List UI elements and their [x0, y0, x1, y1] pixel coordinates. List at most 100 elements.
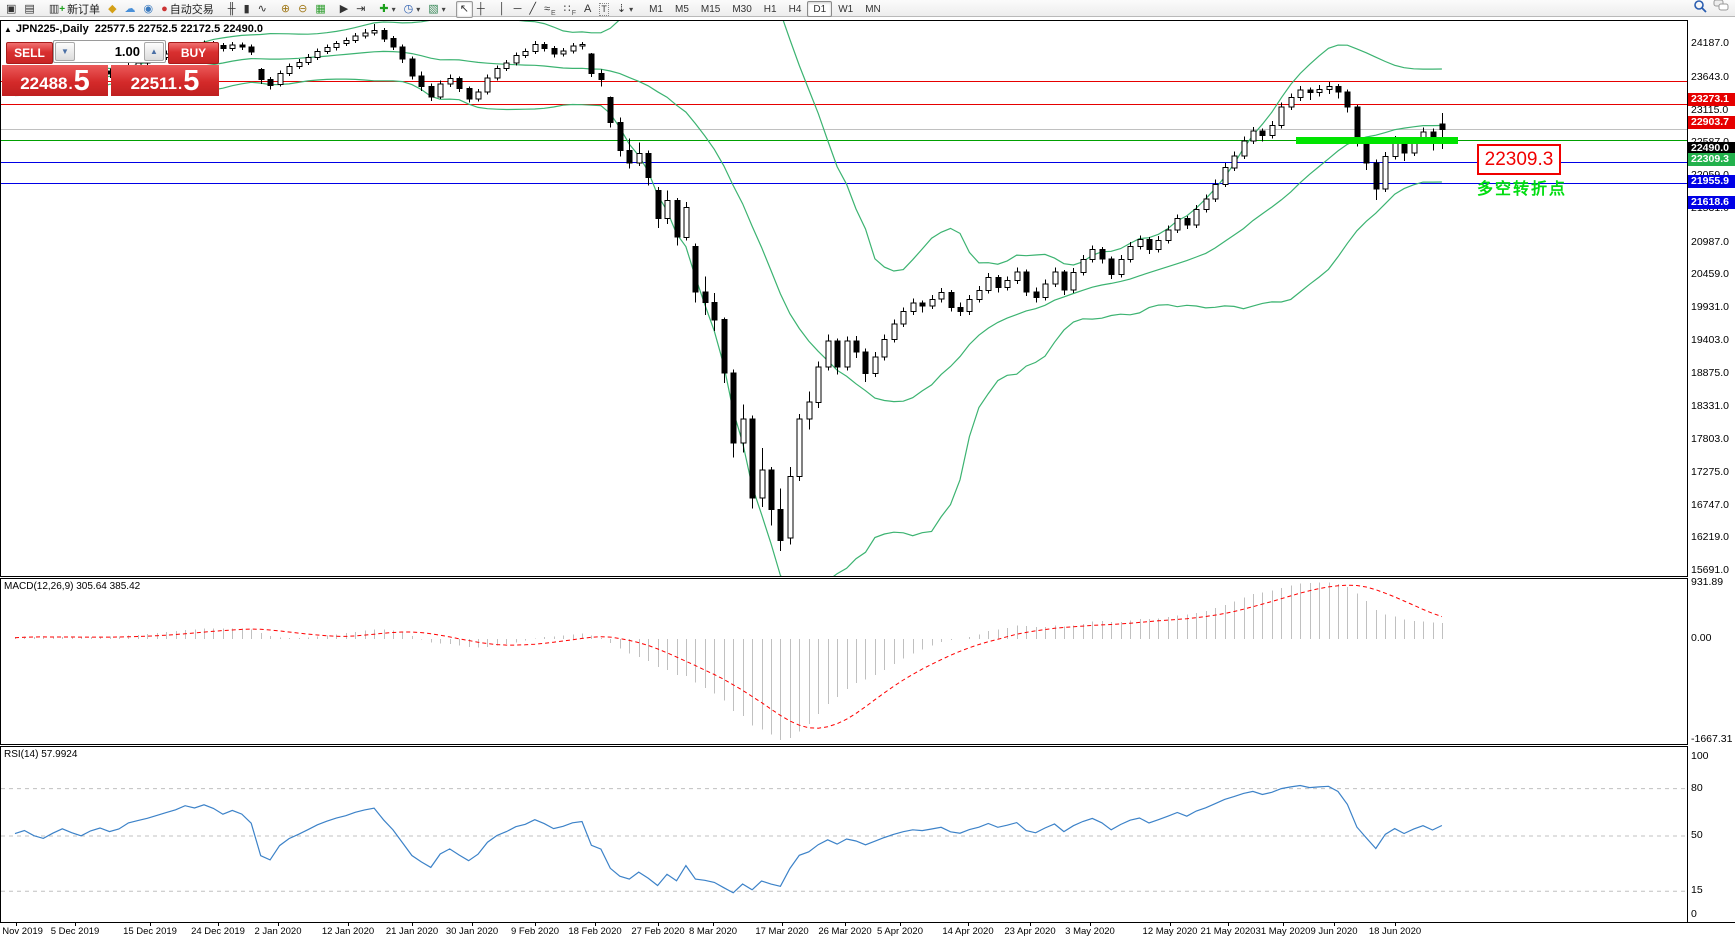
macd-pane[interactable] [0, 578, 1688, 745]
one-click-trading-panel: SELL ▼ ▲ BUY 22488.5 22511.5 [2, 40, 219, 96]
chart-shift-button[interactable]: ⇥ [352, 1, 369, 18]
candle [948, 291, 955, 308]
main-chart-pane[interactable] [0, 20, 1688, 577]
arrows-tool-button[interactable]: ⇣ ▾ [613, 1, 637, 18]
timeframe-m1-button[interactable]: M1 [649, 3, 663, 15]
bollinger-upper-band [14, 21, 1442, 272]
price-tick: 16219.0 [1691, 531, 1729, 543]
symbol-ohlc-label: ▲ JPN225-,Daily 22577.5 22752.5 22172.5 2… [4, 23, 264, 35]
candle [1250, 130, 1257, 142]
candle [352, 35, 359, 42]
candle [740, 418, 747, 444]
candle [872, 356, 879, 375]
volume-input[interactable] [76, 41, 143, 62]
candle [957, 306, 964, 313]
candle [844, 340, 851, 368]
collapse-arrow-icon[interactable]: ▲ [4, 25, 12, 34]
tile-windows-button[interactable]: ▦ [311, 1, 329, 18]
candle [258, 69, 265, 81]
search-icon[interactable] [1693, 0, 1707, 18]
autotrading-button[interactable]: ● 自动交易 [157, 1, 218, 18]
chat-icon[interactable] [1713, 0, 1729, 17]
rsi-pane[interactable] [0, 746, 1688, 923]
candlestick-mode-button[interactable]: ▮ [240, 1, 254, 18]
candle [484, 77, 491, 93]
grid-tool-button[interactable]: ∷ F [563, 2, 576, 17]
timeframe-m15-button[interactable]: M15 [700, 3, 721, 15]
candle [1118, 259, 1125, 276]
zoom-in-button[interactable]: ⊕ [277, 1, 294, 18]
candle [1278, 106, 1285, 127]
cursor-icon: ↖ [459, 2, 469, 15]
volume-increase-button[interactable]: ▲ [144, 42, 164, 61]
chevron-down-icon: ▾ [391, 4, 396, 14]
templates-button[interactable]: ▧ ▾ [424, 1, 449, 18]
price-annotation-box: 22309.3 [1477, 144, 1561, 175]
buy-price[interactable]: 22511. 5 [111, 65, 219, 96]
templates-icon: ▧ [428, 2, 439, 15]
profiles-button[interactable]: ▤ [20, 1, 38, 18]
vertical-line-button[interactable]: │ [495, 1, 510, 18]
candle [1089, 249, 1096, 261]
candle [1288, 97, 1295, 108]
candle [815, 366, 822, 403]
new-order-button[interactable]: ▥ + 新订单 [45, 1, 104, 18]
price-tick: 19403.0 [1691, 334, 1729, 346]
timeframe-w1-button[interactable]: W1 [838, 3, 854, 15]
timeframe-h1-button[interactable]: H1 [763, 3, 777, 15]
candle [607, 97, 614, 123]
grid-tool-icon: ∷ [563, 2, 571, 15]
candle [777, 509, 784, 542]
text-label-icon: T [599, 2, 609, 16]
timeframe-h4-button[interactable]: H4 [788, 3, 802, 15]
candle [1108, 258, 1115, 275]
candle [437, 83, 444, 98]
bar-chart-mode-button[interactable]: ╫ [224, 1, 240, 18]
candle [1203, 198, 1210, 210]
line-chart-mode-button[interactable]: ∿ [254, 1, 271, 18]
candle [1061, 271, 1068, 291]
candle [1014, 271, 1021, 282]
candle [891, 323, 898, 341]
candle [541, 43, 548, 50]
signals-button[interactable]: ◉ [140, 1, 158, 18]
price-tick: 18875.0 [1691, 367, 1729, 379]
cursor-button[interactable]: ↖ [455, 0, 473, 18]
metaeditor-button[interactable]: ◆ [104, 1, 120, 18]
date-tick: 9 Feb 2020 [510, 926, 560, 937]
text-tool-button[interactable]: A [580, 1, 595, 18]
timeframe-d1-button[interactable]: D1 [807, 1, 833, 18]
buy-button[interactable]: BUY [168, 42, 219, 64]
timeframe-m5-button[interactable]: M5 [674, 3, 689, 15]
trendline-button[interactable]: ╱ [525, 1, 540, 18]
volume-decrease-button[interactable]: ▼ [55, 42, 75, 61]
crosshair-button[interactable]: ┼ [473, 1, 489, 18]
timeframe-m30-button[interactable]: M30 [732, 3, 752, 15]
arrows-tool-icon: ⇣ [616, 2, 627, 15]
market-cloud-button[interactable]: ☁ [121, 1, 140, 18]
candle [399, 46, 406, 60]
line-chart-mode-icon: ∿ [257, 2, 267, 15]
candles [12, 24, 1446, 552]
fibonacci-button[interactable]: ≈ E [544, 2, 556, 17]
date-tick: 3 May 2020 [1065, 926, 1115, 937]
candle [494, 68, 501, 79]
candle [1373, 162, 1380, 190]
candle [1316, 89, 1323, 94]
zoom-out-button[interactable]: ⊖ [294, 1, 311, 18]
sell-button[interactable]: SELL [6, 42, 53, 64]
indicators-add-button[interactable]: ✚ ▾ [375, 1, 399, 18]
macd-signal-line [14, 584, 1443, 729]
timeframe-mn-button[interactable]: MN [865, 3, 881, 15]
text-tool-icon: A [584, 2, 592, 15]
new-chart-button[interactable]: ▣ [2, 1, 20, 18]
candle [1137, 239, 1144, 247]
sell-price[interactable]: 22488. 5 [2, 65, 108, 96]
auto-scroll-button[interactable]: ▶ [336, 1, 352, 18]
text-label-button[interactable]: T [595, 1, 613, 18]
price-tick: 23115.0 [1691, 104, 1729, 116]
candle [645, 153, 652, 179]
macd-indicator-label: MACD(12,26,9) 305.64 385.42 [4, 581, 141, 592]
periods-button[interactable]: ◷ ▾ [400, 1, 425, 18]
horizontal-line-button[interactable]: ─ [510, 1, 526, 18]
